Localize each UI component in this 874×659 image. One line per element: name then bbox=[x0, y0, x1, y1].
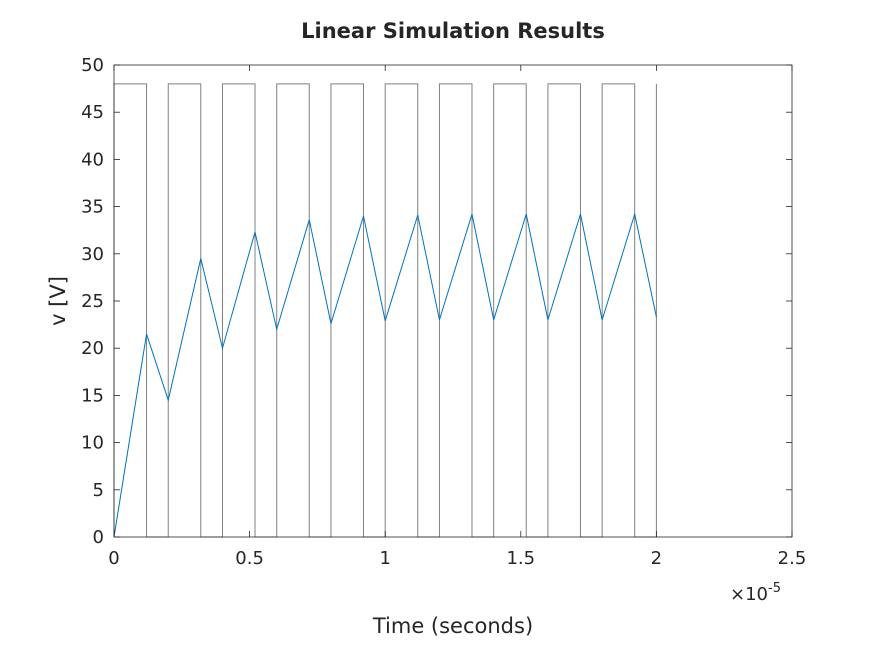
x-exponent-label: ×10-5 bbox=[730, 581, 781, 605]
y-tick-label: 45 bbox=[81, 102, 104, 123]
y-tick-label: 30 bbox=[81, 244, 104, 265]
series-line-2 bbox=[113, 212, 657, 538]
x-axis-label: Time (seconds) bbox=[372, 614, 533, 638]
y-tick-label: 15 bbox=[81, 385, 104, 406]
x-tick-label: 2.5 bbox=[778, 548, 807, 569]
x-tick-label: 2 bbox=[651, 548, 662, 569]
x-ticks: 0 0.5 1 1.5 2 2.5 bbox=[108, 65, 806, 569]
y-tick-label: 10 bbox=[81, 433, 104, 454]
y-axis-label: v [V] bbox=[46, 276, 70, 326]
y-tick-label: 25 bbox=[81, 291, 104, 312]
y-tick-label: 50 bbox=[81, 55, 104, 76]
y-tick-label: 20 bbox=[81, 338, 104, 359]
y-tick-label: 35 bbox=[81, 197, 104, 218]
x-tick-label: 1 bbox=[379, 548, 390, 569]
x-tick-label: 0 bbox=[108, 548, 119, 569]
series-line-1 bbox=[113, 83, 657, 538]
plot-area-background bbox=[114, 65, 792, 537]
series-layer bbox=[113, 83, 657, 538]
y-ticks: 0 5 10 15 20 25 30 35 40 45 50 bbox=[81, 55, 792, 548]
y-tick-label: 5 bbox=[93, 480, 104, 501]
x-tick-label: 0.5 bbox=[235, 548, 264, 569]
y-tick-label: 0 bbox=[93, 527, 104, 548]
y-tick-label: 40 bbox=[81, 149, 104, 170]
x-exponent-power: -5 bbox=[768, 581, 781, 596]
x-exponent-base: ×10 bbox=[730, 584, 768, 605]
chart-title: Linear Simulation Results bbox=[301, 19, 605, 43]
x-tick-label: 1.5 bbox=[506, 548, 535, 569]
